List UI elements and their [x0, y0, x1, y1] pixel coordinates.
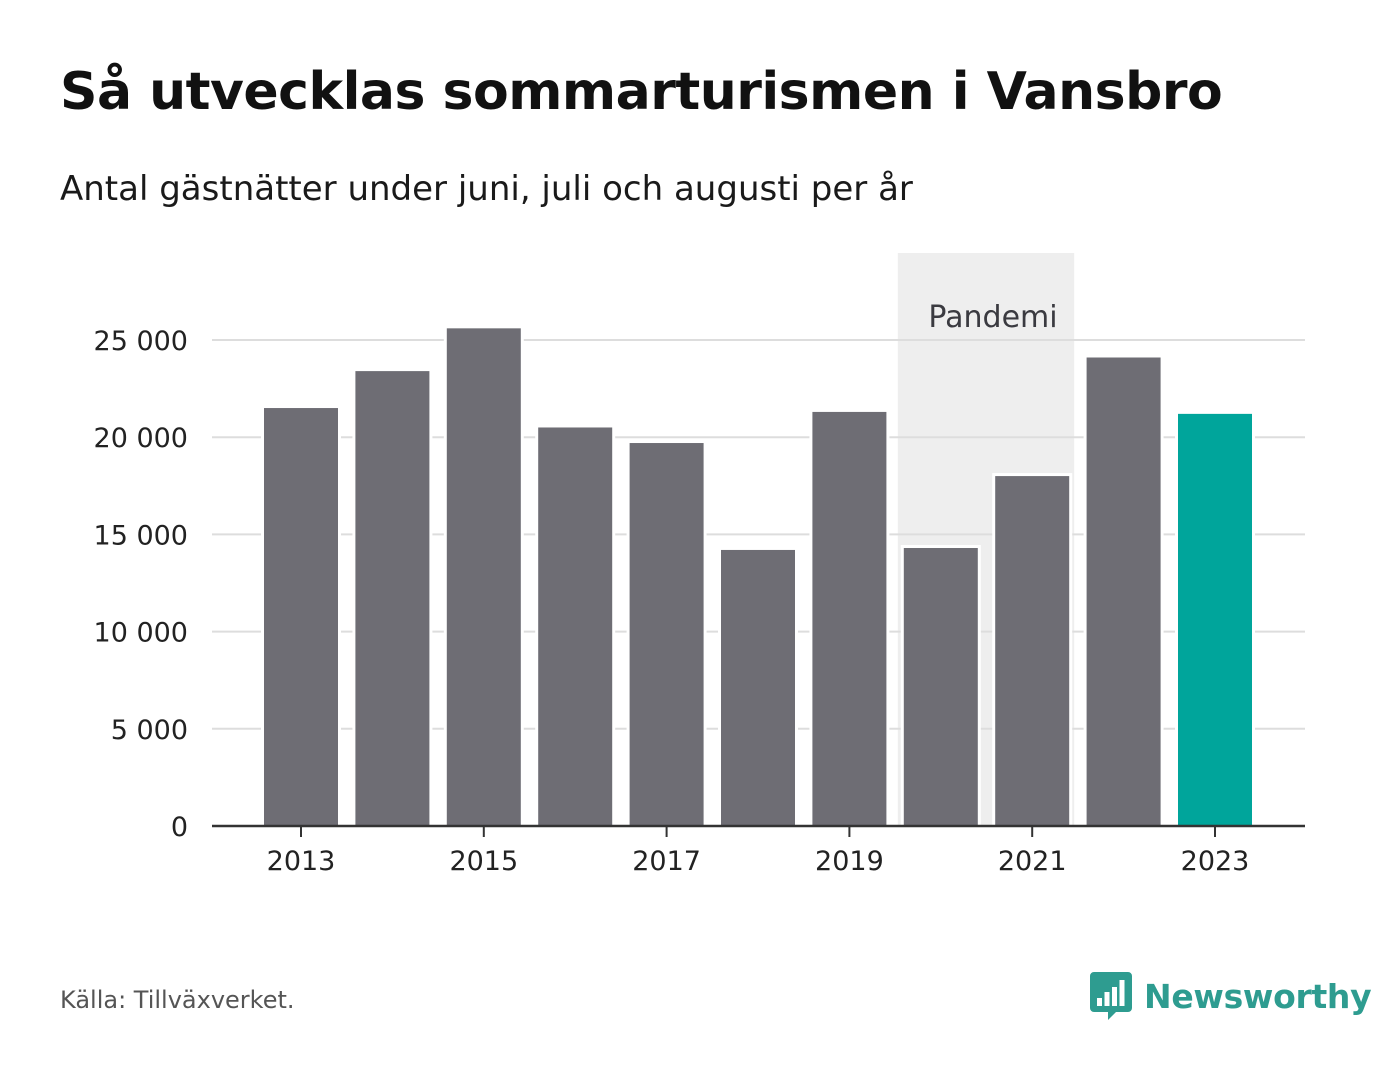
source-note: Källa: Tillväxverket. [60, 986, 295, 1014]
bar [903, 548, 978, 826]
y-tick-label: 5 000 [111, 715, 188, 746]
bar [1086, 357, 1161, 826]
bar [355, 371, 430, 826]
chart-subtitle: Antal gästnätter under juni, juli och au… [60, 169, 913, 209]
bar [721, 549, 795, 826]
x-tick-label: 2023 [1181, 846, 1250, 877]
bar [995, 476, 1070, 826]
bar [538, 427, 613, 826]
y-tick-label: 10 000 [94, 618, 188, 649]
brand-name: Newsworthy [1144, 976, 1372, 1016]
bar [264, 408, 338, 826]
chart-title: Så utvecklas sommarturismen i Vansbro [60, 62, 1223, 122]
x-tick-label: 2021 [998, 846, 1067, 877]
pandemic-label: Pandemi [928, 300, 1057, 335]
brand-logo: Newsworthy [1090, 970, 1372, 1022]
y-tick-label: 15 000 [94, 520, 188, 551]
bar-chart-speech-bubble-icon [1090, 972, 1132, 1020]
x-tick-label: 2019 [815, 846, 884, 877]
y-tick-label: 0 [171, 812, 188, 843]
x-tick-label: 2015 [449, 846, 518, 877]
bar [812, 411, 887, 826]
bar-chart: Pandemi 0 5 000 10 000 15 000 20 000 25 000 201… [94, 253, 1305, 877]
x-tick-label: 2013 [267, 846, 336, 877]
x-tick-label: 2017 [632, 846, 701, 877]
bar [446, 328, 521, 826]
bar [629, 443, 704, 826]
y-tick-label: 20 000 [94, 423, 188, 454]
bar [1178, 413, 1252, 826]
y-tick-label: 25 000 [94, 326, 188, 357]
